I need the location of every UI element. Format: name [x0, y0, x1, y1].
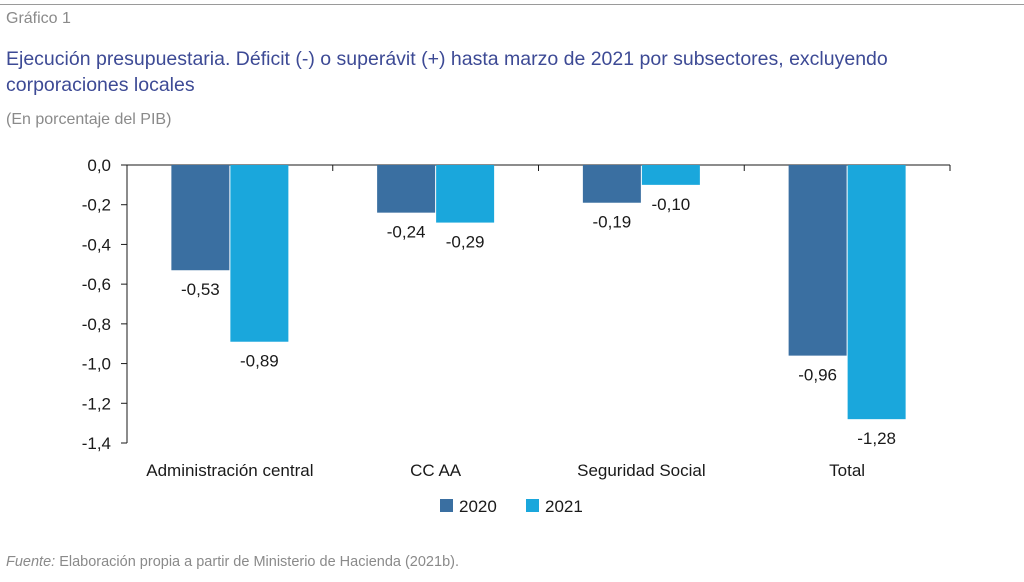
- bar-2021: [847, 165, 906, 420]
- category-label: Seguridad Social: [577, 461, 706, 480]
- bar-2020: [582, 165, 641, 203]
- source-note: Fuente: Elaboración propia a partir de M…: [6, 554, 459, 570]
- bar-2020: [788, 165, 847, 356]
- category-label: Administración central: [146, 461, 313, 480]
- y-tick-label: 0,0: [87, 156, 111, 175]
- y-tick-label: -1,4: [82, 434, 111, 453]
- y-tick-label: -1,0: [82, 355, 111, 374]
- category-label: Total: [829, 461, 865, 480]
- chart-subtitle: (En porcentaje del PIB): [6, 111, 172, 128]
- source-prefix: Fuente:: [6, 554, 56, 570]
- y-tick-label: -0,6: [82, 275, 111, 294]
- chart-kicker: Gráfico 1: [6, 10, 71, 27]
- category-label: CC AA: [410, 461, 462, 480]
- source-text: Elaboración propia a partir de Ministeri…: [55, 554, 459, 570]
- legend-swatch-2020: [440, 499, 453, 512]
- bar-chart: 0,0 -0,2 -0,4 -0,6 -0,8 -1,0 -1,2 -1,4 -0,53 -0,8…: [82, 156, 951, 516]
- legend-label: 2021: [545, 497, 583, 516]
- bar-2021: [230, 165, 289, 342]
- y-tick-label: -0,4: [82, 235, 111, 254]
- legend-label: 2020: [459, 497, 497, 516]
- data-label: -0,19: [593, 213, 632, 232]
- data-label: -0,53: [181, 280, 220, 299]
- y-tick-label: -1,2: [82, 394, 111, 413]
- data-label: -0,96: [798, 366, 837, 385]
- bar-2020: [377, 165, 436, 213]
- bar-2021: [436, 165, 495, 223]
- y-tick-label: -0,2: [82, 196, 111, 215]
- data-label: -0,29: [446, 233, 485, 252]
- data-label: -1,28: [857, 429, 896, 448]
- data-label: -0,89: [240, 352, 279, 371]
- legend-swatch-2021: [526, 499, 539, 512]
- y-tick-label: -0,8: [82, 315, 111, 334]
- top-rule: [0, 4, 1024, 5]
- chart-title: Ejecución presupuestaria. Déficit (-) o …: [6, 48, 888, 96]
- data-label: -0,10: [652, 195, 691, 214]
- bar-2020: [171, 165, 230, 271]
- data-label: -0,24: [387, 223, 426, 242]
- bar-2021: [641, 165, 700, 185]
